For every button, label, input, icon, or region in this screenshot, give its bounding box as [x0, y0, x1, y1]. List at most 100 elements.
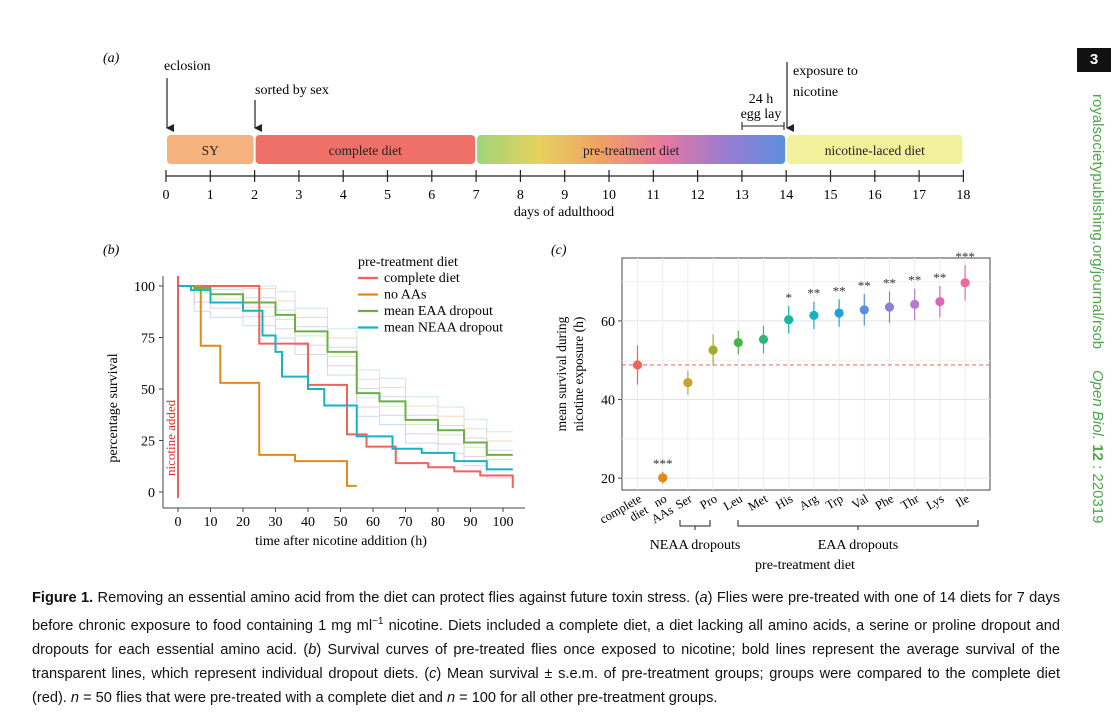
timeline-segment-1 [255, 135, 476, 164]
panel-a-label: (a) [103, 51, 120, 66]
timeline-tick-label: 12 [691, 188, 705, 203]
timeline-tick-label: 2 [251, 188, 258, 203]
category-label: Thr [899, 491, 922, 513]
x-tick-label: 30 [269, 515, 283, 530]
category-label: His [773, 491, 795, 512]
timeline-tick-label: 4 [340, 188, 347, 203]
significance-marker: ** [858, 278, 871, 293]
timeline-segment-label: pre-treatment diet [583, 143, 680, 158]
legend-entry: mean NEAA dropout [384, 321, 503, 336]
panel-c-ylabel-2: nicotine exposure (h) [571, 317, 586, 432]
timeline-tick-label: 18 [956, 188, 970, 203]
category-label: Pro [698, 491, 720, 512]
journal-sidebar: royalsocietypublishing.org/journal/rsob … [1076, 94, 1106, 534]
journal-volume: 12 [1089, 444, 1106, 461]
category-label: Leu [721, 491, 745, 513]
egg-lay-label-1: 24 h [749, 92, 774, 107]
legend-entry: complete diet [384, 271, 460, 286]
eaa-bracket [737, 520, 979, 530]
mean-point-trp [834, 308, 844, 318]
journal-url[interactable]: royalsocietypublishing.org/journal/rsob [1089, 94, 1106, 350]
timeline-tick-label: 11 [647, 188, 660, 203]
mean-point-his [784, 315, 794, 325]
significance-marker: ** [807, 286, 820, 301]
timeline-tick-label: 16 [868, 188, 882, 203]
x-tick-label: 80 [431, 515, 445, 530]
panel-a-timeline: (a) SY complete diet pre-treatment diet nic… [103, 51, 970, 220]
page-number: 3 [1077, 48, 1111, 72]
panel-b-survival-chart: (b) percentage survival nicotine added 0… [103, 243, 525, 549]
eclosion-label: eclosion [164, 59, 211, 74]
category-label: Met [746, 491, 771, 513]
significance-marker: *** [653, 456, 673, 471]
y-tick-label: 40 [601, 394, 615, 409]
timeline-tick-label: 13 [735, 188, 749, 203]
figure-caption: Figure 1. Removing an essential amino ac… [32, 590, 1061, 706]
timeline-tick-label: 9 [561, 188, 568, 203]
y-tick-label: 100 [134, 280, 155, 295]
timeline-tick-label: 3 [295, 188, 302, 203]
exposure-label-2: nicotine [793, 85, 838, 100]
timeline-segment-3 [787, 135, 963, 164]
mean-point-val [859, 305, 869, 315]
mean-point-ser [683, 378, 693, 388]
y-tick-label: 75 [141, 332, 155, 347]
timeline-segment-2 [477, 135, 786, 164]
x-tick-label: 50 [334, 515, 348, 530]
y-tick-label: 60 [601, 315, 615, 330]
timeline-tick-label: 10 [602, 188, 616, 203]
timeline-segment-label: SY [202, 143, 220, 158]
panel-b-label: (b) [103, 243, 120, 258]
x-tick-label: 90 [464, 515, 478, 530]
significance-marker: ** [883, 275, 896, 290]
mean-point-thr [910, 299, 920, 309]
caption-title: Figure 1. [32, 590, 94, 606]
mean-point-pro [708, 345, 718, 355]
timeline-tick-label: 0 [163, 188, 170, 203]
legend-entry: no AAs [384, 288, 426, 303]
panel-c-ylabel-1: mean survival during [554, 316, 569, 431]
x-tick-label: 0 [175, 515, 182, 530]
x-tick-label: 20 [236, 515, 250, 530]
individual-dropout-curve [178, 285, 513, 479]
x-tick-label: 10 [204, 515, 218, 530]
journal-name: Open Biol. [1089, 370, 1106, 441]
y-tick-label: 0 [148, 486, 155, 501]
y-tick-label: 20 [601, 472, 615, 487]
panel-b-xlabel: time after nicotine addition (h) [255, 534, 427, 549]
sorted-by-sex-label: sorted by sex [255, 83, 329, 98]
timeline-tick-label: 17 [912, 188, 926, 203]
individual-dropout-curve [178, 285, 513, 470]
y-tick-label: 50 [141, 383, 155, 398]
timeline-tick-label: 15 [824, 188, 838, 203]
panel-c-label: (c) [551, 243, 567, 258]
category-label: Ser [673, 491, 695, 512]
neaa-bracket [679, 520, 711, 530]
significance-marker: ** [908, 273, 921, 288]
mean-point-no-aas [658, 473, 668, 483]
mean-point-complete-diet [632, 360, 643, 370]
panel-a-axis-label: days of adulthood [514, 205, 614, 220]
x-tick-label: 40 [301, 515, 315, 530]
survival-curve-no-aas [178, 285, 357, 487]
journal-article: : 220319 [1089, 465, 1106, 524]
y-tick-label: 25 [141, 435, 155, 450]
category-label: noAAs [642, 491, 675, 526]
timeline-tick-label: 6 [428, 188, 435, 203]
category-label: Val [849, 491, 871, 512]
survival-curve-mean-eaa-dropout [178, 285, 513, 456]
significance-marker: ** [933, 270, 946, 285]
exposure-label-1: exposure to [793, 64, 858, 79]
x-tick-label: 60 [366, 515, 380, 530]
significance-marker: *** [955, 249, 975, 264]
significance-marker: ** [833, 283, 846, 298]
timeline-tick-label: 8 [517, 188, 524, 203]
individual-dropout-curve [178, 285, 513, 461]
category-label: Lys [924, 491, 947, 512]
x-tick-label: 70 [399, 515, 413, 530]
panel-c-xlabel: pre-treatment diet [755, 558, 855, 573]
egg-lay-bracket [741, 122, 785, 130]
mean-point-leu [733, 337, 743, 348]
panel-c-dotplot: (c) mean survival during nicotine exposu… [551, 243, 991, 573]
